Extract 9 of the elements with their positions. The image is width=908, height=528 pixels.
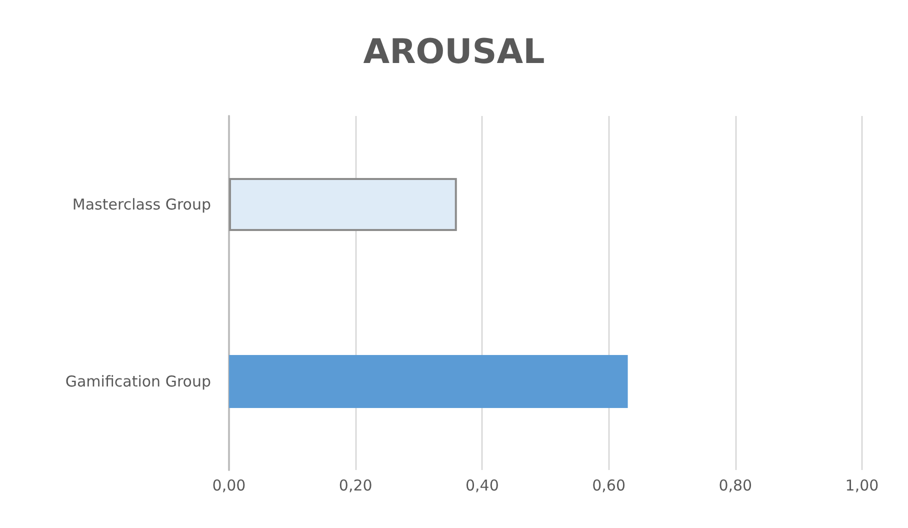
chart-title: AROUSAL — [363, 32, 545, 72]
x-tick-label: 0,20 — [338, 476, 372, 494]
x-tick-label: 0,40 — [465, 476, 499, 494]
x-tick-label: 0,80 — [718, 476, 752, 494]
y-tick-label: Gamification Group — [65, 372, 211, 390]
x-tick-label: 1,00 — [845, 476, 879, 494]
y-tick-label: Masterclass Group — [72, 196, 211, 214]
x-tick-label: 0,00 — [212, 476, 246, 494]
x-tick-label: 0,60 — [592, 476, 626, 494]
